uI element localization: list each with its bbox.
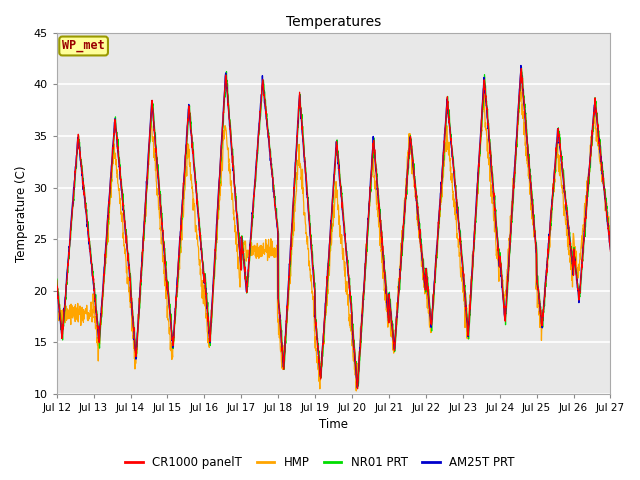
Legend: CR1000 panelT, HMP, NR01 PRT, AM25T PRT: CR1000 panelT, HMP, NR01 PRT, AM25T PRT [120,452,520,474]
Y-axis label: Temperature (C): Temperature (C) [15,165,28,262]
Text: WP_met: WP_met [62,39,105,52]
X-axis label: Time: Time [319,419,348,432]
Title: Temperatures: Temperatures [286,15,381,29]
